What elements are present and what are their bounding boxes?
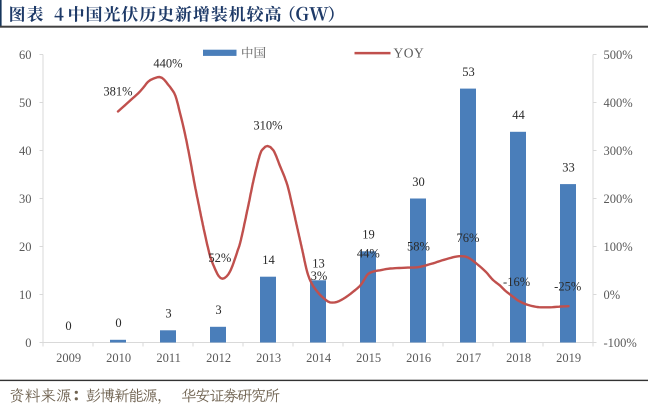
svg-text:0: 0 [25,336,31,350]
svg-text:440%: 440% [153,56,182,70]
svg-text:2017: 2017 [456,351,481,365]
svg-text:200%: 200% [604,192,633,206]
svg-text:53: 53 [462,65,475,79]
svg-text:0: 0 [115,316,121,330]
svg-text:2018: 2018 [506,351,531,365]
svg-text:30: 30 [19,192,32,206]
svg-text:-25%: -25% [554,280,581,294]
svg-text:3: 3 [165,307,171,321]
svg-text:50: 50 [19,96,32,110]
svg-text:-16%: -16% [503,275,530,289]
svg-text:-100%: -100% [604,336,637,350]
svg-text:2009: 2009 [56,351,81,365]
svg-text:40: 40 [19,144,32,158]
svg-text:3%: 3% [311,269,328,283]
svg-text:44: 44 [512,108,525,122]
svg-text:44%: 44% [357,246,380,260]
svg-text:20: 20 [19,240,32,254]
svg-text:0%: 0% [604,288,621,302]
svg-text:60: 60 [19,48,32,62]
svg-text:100%: 100% [604,240,633,254]
svg-text:2016: 2016 [406,351,431,365]
svg-text:381%: 381% [103,85,132,99]
svg-text:2019: 2019 [556,351,581,365]
svg-text:30: 30 [412,175,425,189]
svg-text:10: 10 [19,288,32,302]
svg-text:58%: 58% [407,240,430,254]
svg-text:310%: 310% [253,119,282,133]
svg-text:YOY: YOY [394,45,425,60]
svg-text:33: 33 [562,160,575,174]
svg-text:14: 14 [262,253,275,267]
svg-text:2011: 2011 [156,351,181,365]
svg-text:0: 0 [65,319,71,333]
svg-text:2012: 2012 [206,351,231,365]
svg-text:52%: 52% [208,251,231,265]
svg-text:76%: 76% [457,231,480,245]
svg-text:400%: 400% [604,96,633,110]
svg-text:2013: 2013 [256,351,281,365]
svg-text:2010: 2010 [106,351,131,365]
svg-text:2015: 2015 [356,351,381,365]
svg-text:13: 13 [312,257,325,271]
svg-text:19: 19 [362,228,375,242]
svg-text:2014: 2014 [306,351,332,365]
svg-text:500%: 500% [604,48,633,62]
svg-text:300%: 300% [604,144,633,158]
svg-text:3: 3 [215,303,221,317]
